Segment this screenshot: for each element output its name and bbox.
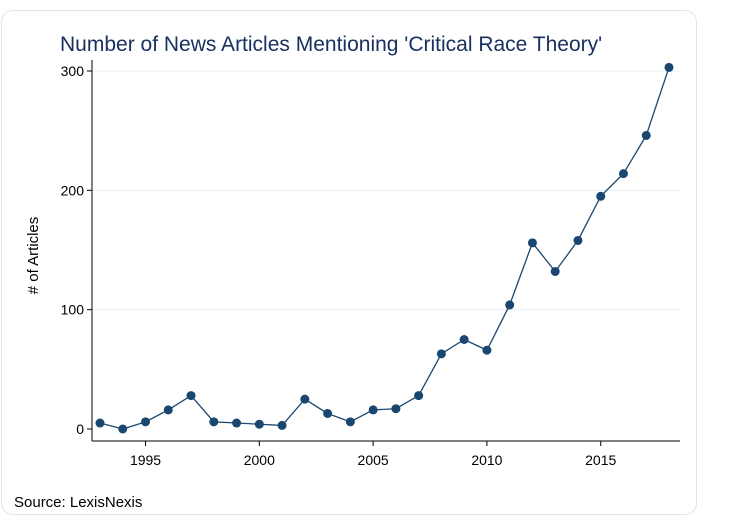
- data-point-2003: [323, 408, 333, 418]
- data-point-1997: [186, 391, 196, 401]
- data-point-1994: [118, 424, 128, 434]
- x-tick-label-2015: 2015: [585, 452, 616, 468]
- x-tick-label-2000: 2000: [244, 452, 275, 468]
- data-point-2011: [505, 300, 515, 310]
- data-point-2013: [550, 266, 560, 276]
- grid-lines: [92, 70, 680, 311]
- data-point-2005: [368, 405, 378, 415]
- y-axis-label: # of Articles: [25, 217, 42, 295]
- y-tick-label-100: 100: [61, 302, 85, 318]
- x-tick-label-2005: 2005: [358, 452, 389, 468]
- data-point-2001: [277, 420, 287, 430]
- data-point-2018: [664, 62, 674, 72]
- data-point-2017: [641, 130, 651, 140]
- data-point-2009: [459, 335, 469, 344]
- data-point-1993: [95, 418, 105, 428]
- series-line: [99, 67, 670, 430]
- data-point-1996: [163, 405, 173, 415]
- series: [95, 62, 674, 434]
- chart-card: [1, 10, 697, 515]
- data-point-1998: [209, 417, 219, 427]
- data-point-2002: [300, 394, 310, 404]
- data-point-1995: [141, 417, 151, 427]
- data-point-2012: [527, 238, 537, 248]
- x-tick-label-2010: 2010: [471, 452, 502, 468]
- data-point-2008: [436, 349, 446, 359]
- data-point-2000: [254, 419, 264, 429]
- axes: 0 100 200 300 1995 2000 2005 2010 2015: [61, 60, 680, 468]
- y-tick-label-300: 300: [61, 63, 85, 79]
- data-point-2014: [573, 235, 583, 245]
- data-point-2016: [618, 169, 628, 179]
- data-point-2006: [391, 404, 401, 414]
- data-point-2007: [414, 391, 424, 401]
- x-tick-label-1995: 1995: [130, 452, 161, 468]
- y-tick-label-200: 200: [61, 182, 85, 198]
- data-point-2010: [482, 345, 492, 355]
- data-point-2004: [345, 417, 355, 427]
- y-tick-label-0: 0: [76, 421, 84, 437]
- source-note: Source: LexisNexis: [14, 494, 142, 511]
- data-point-2015: [596, 191, 606, 201]
- data-point-1999: [232, 418, 242, 428]
- chart-title: Number of News Articles Mentioning 'Crit…: [60, 33, 602, 56]
